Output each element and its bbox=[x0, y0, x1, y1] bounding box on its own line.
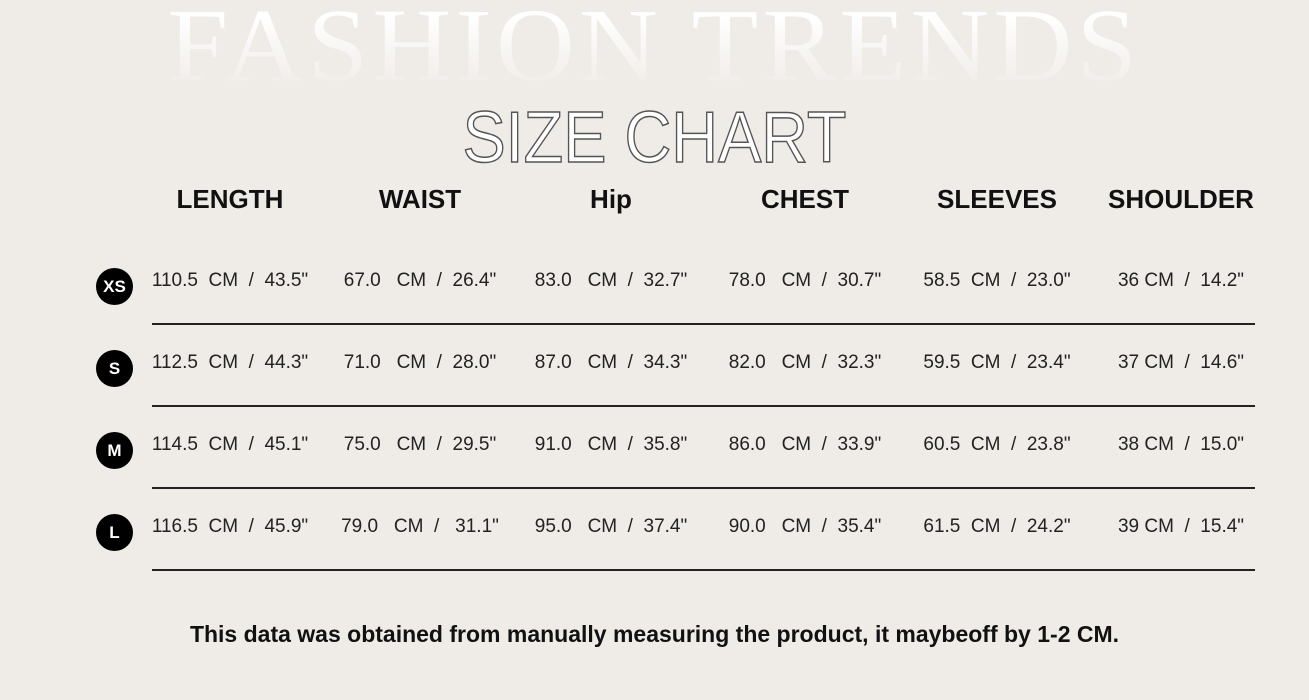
column-header: Hip bbox=[590, 184, 632, 214]
table-cell: 91.0 CM / 35.8" bbox=[534, 434, 688, 455]
table-cell: 36 CM / 14.2" bbox=[1117, 270, 1245, 291]
table-cell: 83.0 CM / 32.7" bbox=[534, 270, 688, 291]
table-cell: 75.0 CM / 29.5" bbox=[343, 434, 497, 455]
row-divider bbox=[152, 487, 1255, 489]
table-cell: 38 CM / 15.0" bbox=[1117, 434, 1245, 455]
table-cell: 116.5 CM / 45.9" bbox=[151, 516, 309, 537]
row-divider bbox=[152, 569, 1255, 571]
column-header: WAIST bbox=[378, 184, 462, 214]
table-cell: 95.0 CM / 37.4" bbox=[534, 516, 688, 537]
size-badge: L bbox=[96, 514, 133, 551]
table-cell: 79.0 CM / 31.1" bbox=[341, 516, 499, 537]
table-cell: 114.5 CM / 45.1" bbox=[151, 434, 309, 455]
row-divider bbox=[152, 323, 1255, 325]
table-cell: 37 CM / 14.6" bbox=[1117, 352, 1245, 373]
table-cell: 39 CM / 15.4" bbox=[1117, 516, 1245, 537]
size-badge: XS bbox=[96, 268, 133, 305]
table-cell: 61.5 CM / 24.2" bbox=[923, 516, 1071, 537]
table-cell: 90.0 CM / 35.4" bbox=[728, 516, 882, 537]
column-header: LENGTH bbox=[176, 184, 284, 214]
table-cell: 82.0 CM / 32.3" bbox=[728, 352, 882, 373]
table-cell: 58.5 CM / 23.0" bbox=[923, 270, 1071, 291]
page-title: SIZE CHART bbox=[462, 98, 847, 178]
table-cell: 67.0 CM / 26.4" bbox=[343, 270, 497, 291]
table-cell: 59.5 CM / 23.4" bbox=[923, 352, 1071, 373]
background-watermark-text: FASHION TRENDS bbox=[0, 0, 1309, 98]
column-header: SLEEVES bbox=[937, 184, 1057, 214]
table-cell: 87.0 CM / 34.3" bbox=[534, 352, 688, 373]
row-divider bbox=[152, 405, 1255, 407]
table-cell: 112.5 CM / 44.3" bbox=[151, 352, 309, 373]
column-header: CHEST bbox=[760, 184, 850, 214]
table-cell: 86.0 CM / 33.9" bbox=[728, 434, 882, 455]
column-header: SHOULDER bbox=[1108, 184, 1254, 214]
table-cell: 110.5 CM / 43.5" bbox=[151, 270, 309, 291]
measurement-note: This data was obtained from manually mea… bbox=[189, 621, 1120, 647]
table-cell: 78.0 CM / 30.7" bbox=[728, 270, 882, 291]
table-cell: 71.0 CM / 28.0" bbox=[343, 352, 497, 373]
table-cell: 60.5 CM / 23.8" bbox=[923, 434, 1071, 455]
size-badge: S bbox=[96, 350, 133, 387]
size-badge: M bbox=[96, 432, 133, 469]
